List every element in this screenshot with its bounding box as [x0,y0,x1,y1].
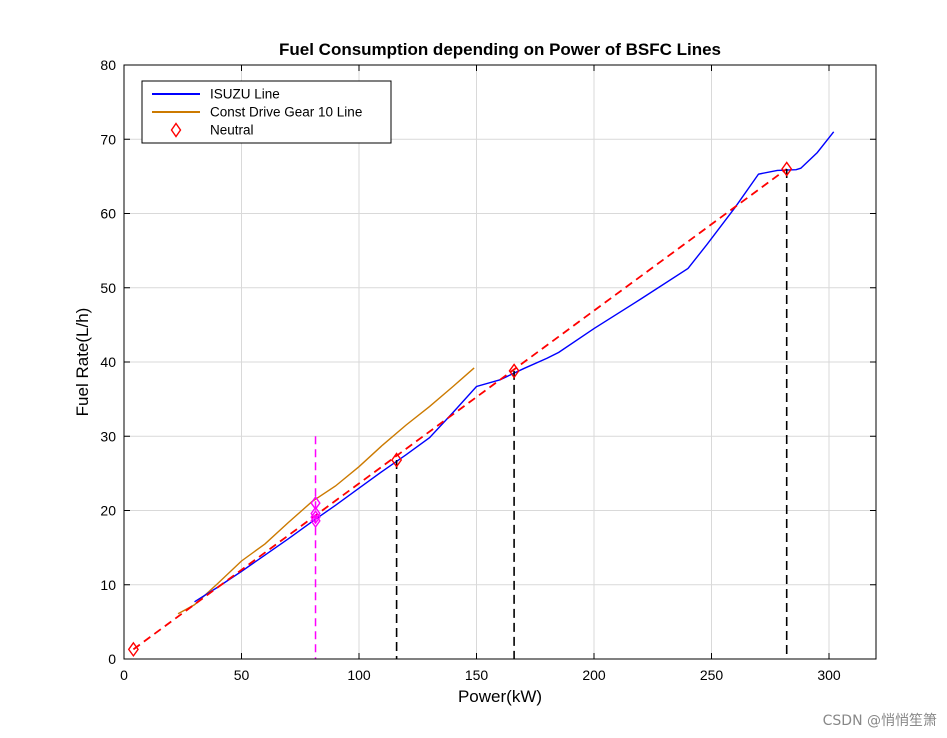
operating-point-marker [310,495,321,511]
series-line-const-drive-gear-10 [177,367,475,615]
y-tick-label: 50 [100,280,116,296]
y-tick-label: 40 [100,354,116,370]
x-axis-label: Power(kW) [458,687,542,706]
fit-line [132,168,788,651]
plot-content [127,131,835,659]
neutral-marker [127,641,139,658]
x-tick-label: 200 [582,667,606,683]
x-tick-label: 250 [700,667,724,683]
x-tick-label: 50 [234,667,250,683]
x-tick-label: 0 [120,667,128,683]
neutral-marker [391,452,403,468]
grid [124,65,876,659]
legend-label-neutral: Neutral [210,123,254,138]
y-tick-label: 0 [108,651,116,667]
y-tick-label: 80 [100,57,116,73]
watermark: CSDN @悄悄笙箫 [822,713,937,729]
neutral-marker [781,161,793,177]
legend-label-isuzu-line: ISUZU Line [210,87,280,102]
y-axis-label: Fuel Rate(L/h) [73,308,92,417]
y-tick-label: 60 [100,206,116,222]
legend-label-const-drive-gear-10-line: Const Drive Gear 10 Line [210,105,362,120]
operating-point-marker [310,506,321,521]
ticks: 0 50 100 150 200 250 300 0 10 20 30 40 50 60 70 80 [100,57,876,683]
x-tick-label: 300 [817,667,841,683]
neutral-marker [508,363,520,379]
chart-title: Fuel Consumption depending on Power of B… [279,40,721,59]
y-tick-label: 30 [100,428,116,444]
y-tick-label: 20 [100,503,116,519]
y-tick-label: 70 [100,131,116,147]
legend: ISUZU Line Const Drive Gear 10 Line Neut… [141,80,392,144]
y-tick-label: 10 [100,577,116,593]
x-tick-label: 150 [465,667,489,683]
x-tick-label: 100 [347,667,371,683]
legend-swatch-neutral [170,122,182,138]
